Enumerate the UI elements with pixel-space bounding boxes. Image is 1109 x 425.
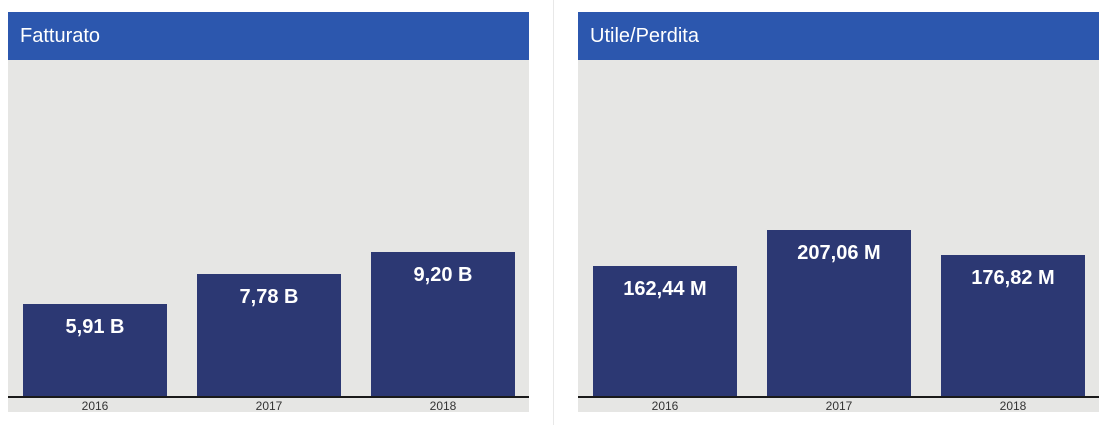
data-label: 207,06 M (797, 242, 881, 264)
x-tick-label: 2018 (999, 399, 1027, 413)
data-label: 162,44 M (623, 278, 707, 300)
fatturato-chart: Fatturato 5,91 B 7,78 B 9,20 B 2016 2017 201… (8, 12, 529, 412)
bar-2016: 5,91 B (23, 304, 167, 396)
bar-2018: 9,20 B (371, 252, 515, 396)
data-label: 7,78 B (239, 286, 299, 308)
chart-title: Fatturato (8, 12, 529, 60)
data-label: 9,20 B (413, 264, 473, 286)
x-tick-label: 2016 (81, 399, 109, 413)
bar-2016: 162,44 M (593, 266, 737, 396)
bar-2018: 176,82 M (941, 255, 1085, 396)
chart-title: Utile/Perdita (578, 12, 1099, 60)
x-tick-label: 2017 (825, 399, 853, 413)
bar-2017: 7,78 B (197, 274, 341, 396)
data-label: 5,91 B (65, 316, 125, 338)
x-tick-label: 2018 (429, 399, 457, 413)
x-tick-label: 2017 (255, 399, 283, 413)
x-tick-label: 2016 (651, 399, 679, 413)
plot-area: 162,44 M 207,06 M 176,82 M (578, 60, 1099, 396)
panel-divider (553, 0, 554, 425)
x-axis: 2016 2017 2018 (578, 396, 1099, 412)
x-axis: 2016 2017 2018 (8, 396, 529, 412)
plot-area: 5,91 B 7,78 B 9,20 B (8, 60, 529, 396)
bar-2017: 207,06 M (767, 230, 911, 396)
data-label: 176,82 M (971, 267, 1055, 289)
utile-perdita-chart: Utile/Perdita 162,44 M 207,06 M 176,82 M 2… (578, 12, 1099, 412)
